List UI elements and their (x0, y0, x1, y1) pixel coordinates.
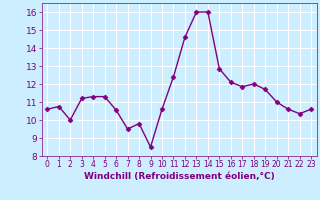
X-axis label: Windchill (Refroidissement éolien,°C): Windchill (Refroidissement éolien,°C) (84, 172, 275, 181)
